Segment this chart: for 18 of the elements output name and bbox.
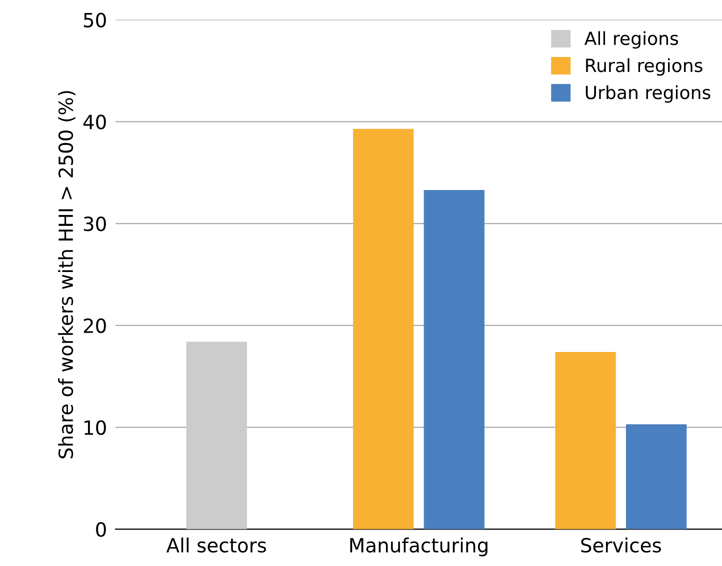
x-tick-label: All sectors xyxy=(166,538,266,553)
bar xyxy=(424,190,484,530)
legend-label: All regions xyxy=(584,31,678,49)
bar xyxy=(626,424,687,530)
y-axis-title: Share of workers with HHI > 2500 (%) xyxy=(58,91,76,458)
y-tick-label: 50 xyxy=(84,12,106,28)
y-tick-label: 10 xyxy=(84,420,106,435)
legend-label: Urban regions xyxy=(586,85,710,103)
y-tick-label: 0 xyxy=(96,522,106,537)
x-tick-label: Manufacturing xyxy=(350,538,488,556)
bar xyxy=(353,128,414,530)
legend-label: Rural regions xyxy=(586,58,702,76)
y-tick-label: 30 xyxy=(84,216,106,232)
bar xyxy=(555,352,616,530)
bar xyxy=(186,342,247,530)
y-tick-label: 40 xyxy=(83,114,106,130)
x-tick-label: Services xyxy=(581,538,661,553)
y-tick-label: 20 xyxy=(84,318,106,334)
